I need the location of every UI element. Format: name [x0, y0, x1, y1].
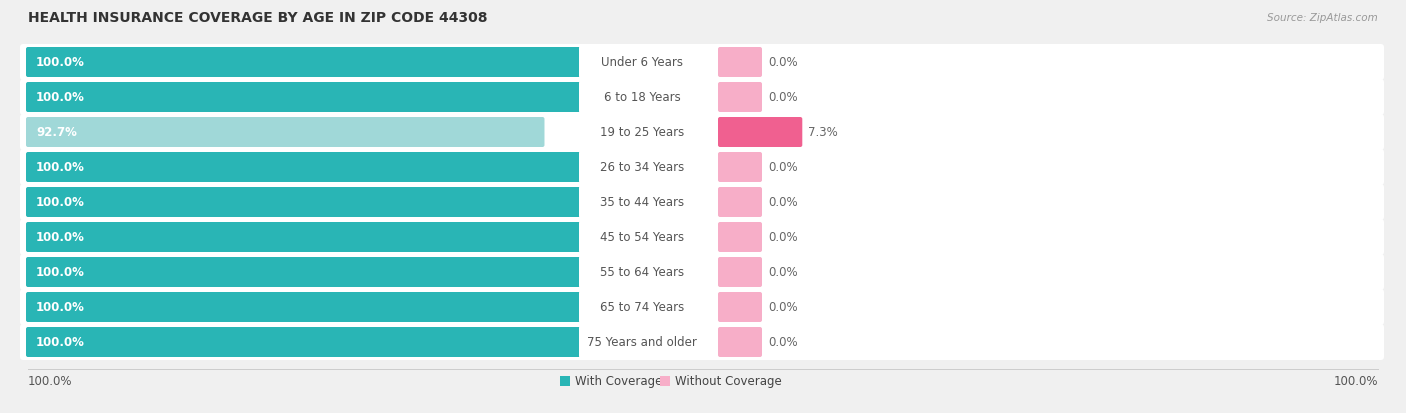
Text: 35 to 44 Years: 35 to 44 Years	[600, 196, 685, 209]
Text: 0.0%: 0.0%	[768, 301, 797, 314]
FancyBboxPatch shape	[20, 45, 1384, 81]
Text: 26 to 34 Years: 26 to 34 Years	[600, 161, 685, 174]
FancyBboxPatch shape	[718, 223, 762, 252]
FancyBboxPatch shape	[579, 46, 704, 80]
Text: 100.0%: 100.0%	[37, 301, 84, 314]
FancyBboxPatch shape	[718, 327, 762, 357]
FancyBboxPatch shape	[25, 223, 585, 252]
FancyBboxPatch shape	[718, 188, 762, 218]
Text: 0.0%: 0.0%	[768, 336, 797, 349]
FancyBboxPatch shape	[20, 80, 1384, 116]
FancyBboxPatch shape	[579, 325, 704, 359]
FancyBboxPatch shape	[718, 83, 762, 113]
FancyBboxPatch shape	[20, 219, 1384, 255]
Text: 7.3%: 7.3%	[808, 126, 838, 139]
Text: 0.0%: 0.0%	[768, 231, 797, 244]
Text: Under 6 Years: Under 6 Years	[600, 56, 683, 69]
FancyBboxPatch shape	[25, 48, 585, 78]
FancyBboxPatch shape	[20, 324, 1384, 360]
FancyBboxPatch shape	[20, 115, 1384, 151]
FancyBboxPatch shape	[25, 257, 585, 287]
FancyBboxPatch shape	[20, 150, 1384, 185]
Text: 100.0%: 100.0%	[37, 56, 84, 69]
FancyBboxPatch shape	[25, 153, 585, 183]
FancyBboxPatch shape	[718, 257, 762, 287]
FancyBboxPatch shape	[718, 153, 762, 183]
FancyBboxPatch shape	[25, 118, 544, 147]
Text: 100.0%: 100.0%	[28, 375, 73, 387]
FancyBboxPatch shape	[579, 151, 704, 185]
FancyBboxPatch shape	[560, 376, 569, 386]
Text: 65 to 74 Years: 65 to 74 Years	[600, 301, 685, 314]
Text: 75 Years and older: 75 Years and older	[588, 336, 697, 349]
FancyBboxPatch shape	[579, 255, 704, 289]
Text: 100.0%: 100.0%	[37, 91, 84, 104]
Text: 100.0%: 100.0%	[1333, 375, 1378, 387]
FancyBboxPatch shape	[579, 81, 704, 115]
Text: 92.7%: 92.7%	[37, 126, 77, 139]
Text: 0.0%: 0.0%	[768, 56, 797, 69]
Text: 0.0%: 0.0%	[768, 161, 797, 174]
FancyBboxPatch shape	[25, 188, 585, 218]
FancyBboxPatch shape	[579, 221, 704, 254]
Text: Without Coverage: Without Coverage	[675, 375, 782, 387]
Text: 100.0%: 100.0%	[37, 161, 84, 174]
Text: Source: ZipAtlas.com: Source: ZipAtlas.com	[1267, 13, 1378, 23]
Text: HEALTH INSURANCE COVERAGE BY AGE IN ZIP CODE 44308: HEALTH INSURANCE COVERAGE BY AGE IN ZIP …	[28, 11, 488, 25]
Text: 100.0%: 100.0%	[37, 336, 84, 349]
Text: With Coverage: With Coverage	[575, 375, 662, 387]
Text: 45 to 54 Years: 45 to 54 Years	[600, 231, 685, 244]
FancyBboxPatch shape	[718, 292, 762, 322]
FancyBboxPatch shape	[579, 290, 704, 324]
FancyBboxPatch shape	[20, 254, 1384, 290]
FancyBboxPatch shape	[20, 185, 1384, 221]
FancyBboxPatch shape	[718, 48, 762, 78]
FancyBboxPatch shape	[25, 292, 585, 322]
Text: 100.0%: 100.0%	[37, 231, 84, 244]
Text: 55 to 64 Years: 55 to 64 Years	[600, 266, 685, 279]
Text: 0.0%: 0.0%	[768, 266, 797, 279]
Text: 0.0%: 0.0%	[768, 91, 797, 104]
FancyBboxPatch shape	[579, 116, 704, 150]
FancyBboxPatch shape	[659, 376, 671, 386]
Text: 6 to 18 Years: 6 to 18 Years	[603, 91, 681, 104]
Text: 19 to 25 Years: 19 to 25 Years	[600, 126, 685, 139]
Text: 0.0%: 0.0%	[768, 196, 797, 209]
Text: 100.0%: 100.0%	[37, 266, 84, 279]
FancyBboxPatch shape	[718, 118, 803, 147]
Text: 100.0%: 100.0%	[37, 196, 84, 209]
FancyBboxPatch shape	[25, 327, 585, 357]
FancyBboxPatch shape	[25, 83, 585, 113]
FancyBboxPatch shape	[579, 185, 704, 219]
FancyBboxPatch shape	[20, 289, 1384, 325]
